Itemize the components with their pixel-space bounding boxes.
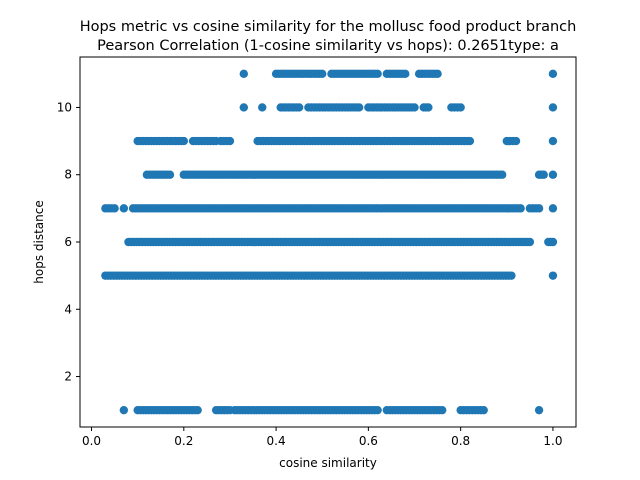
x-tick-label: 0.2 bbox=[174, 434, 193, 448]
y-tick-label: 4 bbox=[64, 302, 72, 316]
data-point bbox=[424, 103, 433, 112]
data-point bbox=[548, 204, 558, 213]
data-point bbox=[534, 204, 544, 213]
data-point bbox=[548, 103, 558, 112]
data-point bbox=[318, 69, 327, 79]
data-point bbox=[239, 103, 248, 112]
x-tick-label: 0.6 bbox=[359, 434, 378, 448]
data-point bbox=[119, 204, 129, 213]
data-point bbox=[525, 237, 535, 247]
data-point bbox=[258, 103, 267, 112]
data-point bbox=[438, 405, 447, 415]
y-tick-label: 6 bbox=[64, 235, 72, 249]
data-point bbox=[401, 69, 410, 79]
x-tick-label: 0.0 bbox=[82, 434, 101, 448]
data-point bbox=[548, 69, 558, 79]
data-point bbox=[507, 271, 516, 280]
data-point bbox=[294, 103, 304, 112]
x-axis: 0.0 0.2 0.4 0.6 0.8 1.0 bbox=[82, 427, 562, 448]
y-axis: 2 4 6 8 10 bbox=[57, 100, 80, 384]
data-point bbox=[534, 405, 544, 415]
x-axis-label: cosine similarity bbox=[279, 456, 377, 470]
y-tick-label: 8 bbox=[64, 168, 72, 182]
data-point bbox=[373, 405, 382, 415]
x-tick-label: 0.8 bbox=[451, 434, 470, 448]
data-point bbox=[179, 136, 189, 146]
data-point bbox=[456, 103, 465, 112]
data-point bbox=[225, 136, 235, 146]
data-point bbox=[539, 170, 548, 179]
data-point bbox=[433, 69, 442, 79]
data-point bbox=[497, 170, 507, 179]
data-point bbox=[548, 271, 558, 280]
y-axis-label: hops distance bbox=[32, 200, 46, 283]
y-tick-label: 2 bbox=[64, 370, 72, 384]
data-point bbox=[548, 170, 558, 179]
data-points bbox=[101, 69, 558, 415]
data-point bbox=[511, 136, 521, 146]
data-point bbox=[354, 103, 364, 112]
data-point bbox=[373, 69, 382, 79]
y-tick-label: 10 bbox=[57, 100, 72, 114]
chart-subtitle: Pearson Correlation (1-cosine similarity… bbox=[97, 38, 559, 54]
data-point bbox=[548, 237, 558, 247]
data-point bbox=[119, 405, 129, 415]
data-point bbox=[110, 204, 119, 213]
data-point bbox=[193, 405, 202, 415]
data-point bbox=[516, 204, 525, 213]
data-point bbox=[165, 170, 175, 179]
data-point bbox=[410, 103, 419, 112]
x-tick-label: 1.0 bbox=[543, 434, 562, 448]
data-point bbox=[479, 405, 488, 415]
data-point bbox=[465, 136, 475, 146]
chart-title: Hops metric vs cosine similarity for the… bbox=[80, 19, 577, 35]
data-point bbox=[239, 69, 248, 79]
x-tick-label: 0.4 bbox=[267, 434, 286, 448]
data-point bbox=[548, 136, 558, 146]
